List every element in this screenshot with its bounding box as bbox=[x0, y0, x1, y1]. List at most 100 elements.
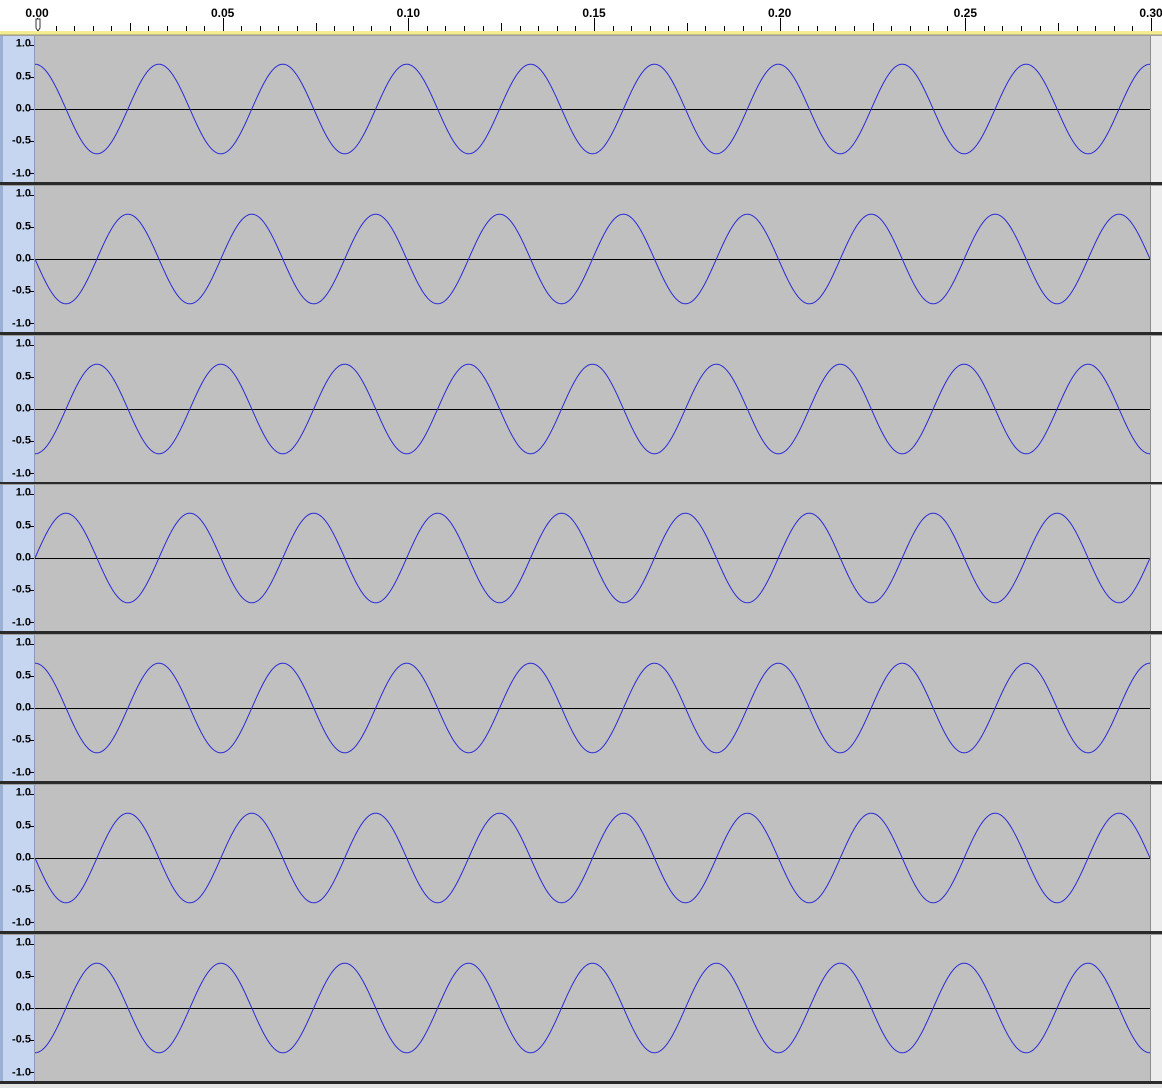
amplitude-ruler[interactable]: 1.0 0.5 0.0 -0.5 -1.0 bbox=[0, 186, 35, 332]
amplitude-label: 0.5 bbox=[15, 969, 31, 982]
amplitude-tick bbox=[30, 826, 34, 827]
amplitude-tick bbox=[30, 772, 34, 773]
amplitude-label: 0.5 bbox=[15, 669, 31, 682]
track-5[interactable]: 1.0 0.5 0.0 -0.5 -1.0 bbox=[0, 634, 1162, 781]
track-separator[interactable] bbox=[0, 182, 1162, 185]
track-resize-edge[interactable] bbox=[1150, 785, 1162, 931]
time-label: 0.00 bbox=[25, 6, 49, 20]
amplitude-tick bbox=[30, 77, 34, 78]
ruler-edge bbox=[0, 635, 3, 781]
amplitude-ruler[interactable]: 1.0 0.5 0.0 -0.5 -1.0 bbox=[0, 485, 35, 631]
waveform-line bbox=[35, 63, 1150, 155]
amplitude-tick bbox=[30, 676, 34, 677]
amplitude-label: 1.0 bbox=[15, 187, 31, 200]
track-6[interactable]: 1.0 0.5 0.0 -0.5 -1.0 bbox=[0, 784, 1162, 931]
amplitude-tick bbox=[30, 473, 34, 474]
track-separator[interactable] bbox=[0, 482, 1162, 485]
amplitude-label: 0.5 bbox=[15, 519, 31, 532]
waveform-plot bbox=[35, 363, 1150, 455]
amplitude-label: -0.5 bbox=[12, 434, 31, 447]
waveform-plot bbox=[35, 812, 1150, 904]
amplitude-label: -1.0 bbox=[12, 616, 31, 629]
track-resize-edge[interactable] bbox=[1150, 336, 1162, 482]
amplitude-tick bbox=[30, 195, 34, 196]
time-label: 0.25 bbox=[953, 6, 978, 20]
amplitude-tick bbox=[30, 890, 34, 891]
waveform-line bbox=[35, 512, 1150, 604]
track-resize-edge[interactable] bbox=[1150, 935, 1162, 1081]
amplitude-label: 0.0 bbox=[15, 551, 31, 564]
waveform-area[interactable] bbox=[35, 635, 1150, 781]
ruler-edge bbox=[0, 935, 3, 1081]
time-label: 0.05 bbox=[210, 6, 235, 20]
amplitude-tick bbox=[30, 45, 34, 46]
amplitude-tick bbox=[30, 377, 34, 378]
waveform-area[interactable] bbox=[35, 485, 1150, 631]
amplitude-label: -0.5 bbox=[12, 284, 31, 297]
amplitude-label: -1.0 bbox=[12, 916, 31, 929]
track-1[interactable]: 1.0 0.5 0.0 -0.5 -1.0 bbox=[0, 35, 1162, 182]
amplitude-label: 0.0 bbox=[15, 701, 31, 714]
waveform-line bbox=[35, 213, 1150, 305]
track-resize-edge[interactable] bbox=[1150, 635, 1162, 781]
amplitude-tick bbox=[30, 976, 34, 977]
ruler-edge bbox=[0, 36, 3, 182]
track-separator[interactable] bbox=[0, 631, 1162, 634]
track-4[interactable]: 1.0 0.5 0.0 -0.5 -1.0 bbox=[0, 484, 1162, 631]
amplitude-tick bbox=[30, 494, 34, 495]
track-separator[interactable] bbox=[0, 332, 1162, 335]
amplitude-ruler[interactable]: 1.0 0.5 0.0 -0.5 -1.0 bbox=[0, 785, 35, 931]
ruler-edge bbox=[0, 485, 3, 631]
track-resize-edge[interactable] bbox=[1150, 186, 1162, 332]
track-resize-edge[interactable] bbox=[1150, 36, 1162, 182]
playhead-marker-icon[interactable] bbox=[35, 18, 41, 31]
amplitude-tick bbox=[30, 259, 34, 260]
amplitude-ruler[interactable]: 1.0 0.5 0.0 -0.5 -1.0 bbox=[0, 635, 35, 781]
amplitude-tick bbox=[30, 622, 34, 623]
amplitude-label: 0.0 bbox=[15, 1001, 31, 1014]
time-label: 0.10 bbox=[396, 6, 421, 20]
time-label: 0.30 bbox=[1139, 6, 1162, 20]
waveform-area[interactable] bbox=[35, 186, 1150, 332]
waveform-area[interactable] bbox=[35, 336, 1150, 482]
amplitude-label: -0.5 bbox=[12, 883, 31, 896]
track-separator[interactable] bbox=[0, 781, 1162, 784]
track-3[interactable]: 1.0 0.5 0.0 -0.5 -1.0 bbox=[0, 335, 1162, 482]
amplitude-tick bbox=[30, 590, 34, 591]
amplitude-label: 1.0 bbox=[15, 636, 31, 649]
amplitude-label: 1.0 bbox=[15, 486, 31, 499]
track-2[interactable]: 1.0 0.5 0.0 -0.5 -1.0 bbox=[0, 185, 1162, 332]
amplitude-tick bbox=[30, 409, 34, 410]
time-label: 0.15 bbox=[582, 6, 606, 20]
track-separator[interactable] bbox=[0, 931, 1162, 934]
amplitude-tick bbox=[30, 291, 34, 292]
waveform-area[interactable] bbox=[35, 785, 1150, 931]
amplitude-tick bbox=[30, 109, 34, 110]
amplitude-tick bbox=[30, 345, 34, 346]
amplitude-tick bbox=[30, 708, 34, 709]
amplitude-tick bbox=[30, 141, 34, 142]
amplitude-label: 1.0 bbox=[15, 37, 31, 50]
amplitude-ruler[interactable]: 1.0 0.5 0.0 -0.5 -1.0 bbox=[0, 36, 35, 182]
ruler-edge bbox=[0, 186, 3, 332]
waveform-plot bbox=[35, 962, 1150, 1054]
amplitude-tick bbox=[30, 1040, 34, 1041]
waveform-area[interactable] bbox=[35, 36, 1150, 182]
waveform-plot bbox=[35, 512, 1150, 604]
amplitude-label: -1.0 bbox=[12, 167, 31, 180]
amplitude-label: -0.5 bbox=[12, 733, 31, 746]
track-separator[interactable] bbox=[0, 1081, 1162, 1084]
track-resize-edge[interactable] bbox=[1150, 485, 1162, 631]
amplitude-ruler[interactable]: 1.0 0.5 0.0 -0.5 -1.0 bbox=[0, 336, 35, 482]
timeline-ruler[interactable]: 0.00 0.05 0.10 0.15 0.20 0.25 0.30 bbox=[0, 0, 1162, 32]
amplitude-tick bbox=[30, 858, 34, 859]
amplitude-tick bbox=[30, 526, 34, 527]
amplitude-tick bbox=[30, 441, 34, 442]
amplitude-ruler[interactable]: 1.0 0.5 0.0 -0.5 -1.0 bbox=[0, 935, 35, 1081]
ruler-edge bbox=[0, 785, 3, 931]
track-7[interactable]: 1.0 0.5 0.0 -0.5 -1.0 bbox=[0, 934, 1162, 1081]
amplitude-label: 1.0 bbox=[15, 936, 31, 949]
amplitude-label: 0.0 bbox=[15, 252, 31, 265]
waveform-area[interactable] bbox=[35, 935, 1150, 1081]
amplitude-label: -1.0 bbox=[12, 467, 31, 480]
